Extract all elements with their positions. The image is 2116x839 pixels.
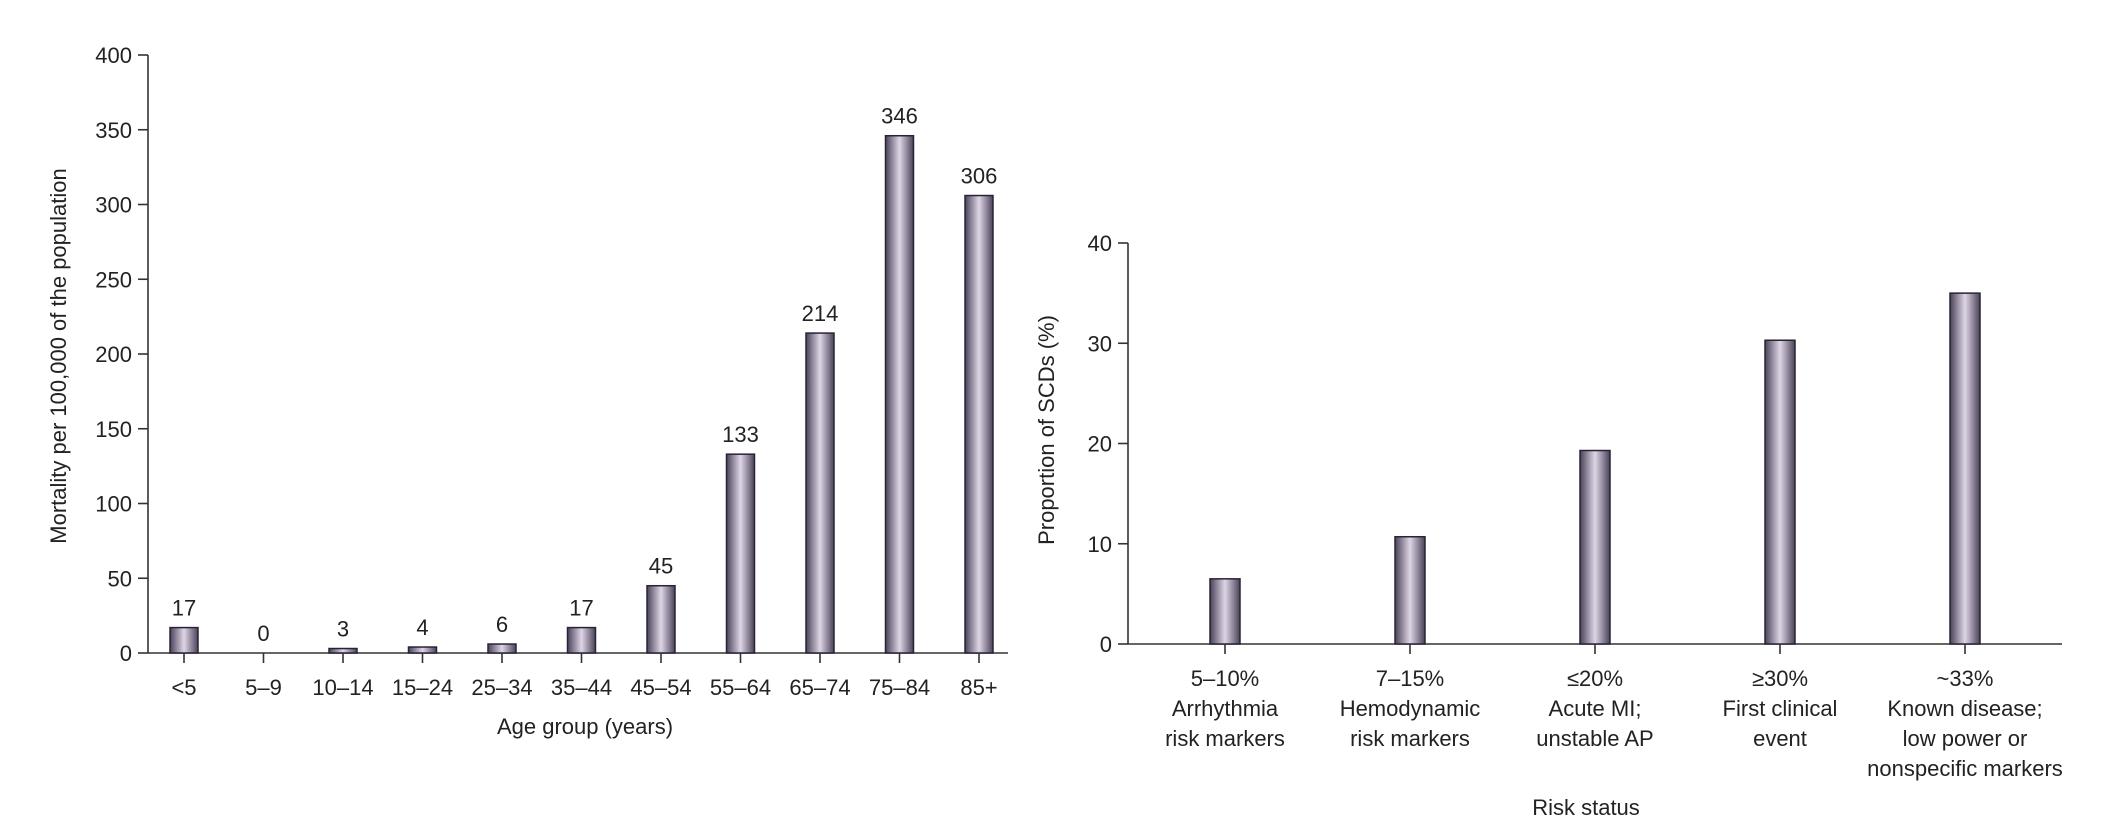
bar: [884, 134, 915, 654]
bar: [1209, 578, 1241, 645]
x-tick-label: 5–9: [245, 675, 282, 700]
bar: [1949, 292, 1981, 645]
bar-data-label: 4: [416, 615, 428, 640]
bar-data-label: 306: [961, 164, 998, 189]
chart1-axes: [147, 55, 1008, 654]
x-tick-label: 25–34: [471, 675, 532, 700]
bar: [1764, 339, 1796, 645]
bar: [328, 647, 358, 654]
x-tick-label: 45–54: [630, 675, 691, 700]
bar: [407, 646, 438, 654]
y-tick-label: 200: [95, 342, 132, 367]
bar: [646, 584, 676, 654]
x-tick-label: 7–15% Hemodynamic risk markers: [1340, 666, 1481, 751]
x-tick-label: <5: [171, 675, 196, 700]
y-tick-label: 150: [95, 417, 132, 442]
bar: [1579, 449, 1611, 645]
bar-data-label: 17: [172, 596, 196, 621]
bar-data-label: 3: [337, 617, 349, 642]
chart1-y-ticks: 0 50 100 150 200 250 300 350 400: [95, 43, 148, 666]
y-tick-label: 20: [1088, 432, 1112, 457]
y-tick-label: 250: [95, 267, 132, 292]
bar-data-label: 133: [722, 422, 759, 447]
x-tick-label: ≥30% First clinical event: [1723, 666, 1838, 751]
y-tick-label: 100: [95, 492, 132, 517]
bar: [1394, 535, 1426, 645]
x-tick-label: 10–14: [312, 675, 373, 700]
bar: [725, 453, 756, 654]
y-tick-label: 10: [1088, 532, 1112, 557]
y-tick-label: 0: [120, 641, 132, 666]
bar-data-label: 17: [569, 596, 593, 621]
x-tick-label: 75–84: [869, 675, 930, 700]
bar: [169, 626, 199, 654]
chart2-x-ticks: 5–10% Arrhythmia risk markers 7–15% Hemodyna…: [1165, 644, 2063, 781]
bar-data-label: 0: [257, 621, 269, 646]
chart2-y-ticks: 0 10 20 30 40: [1088, 231, 1128, 657]
chart1-x-axis-label: Age group (years): [497, 714, 673, 739]
chart2-y-axis-label: Proportion of SCDs (%): [1034, 315, 1059, 545]
y-tick-label: 300: [95, 193, 132, 218]
chart1-bars: [169, 134, 994, 654]
bar: [487, 643, 517, 654]
y-tick-label: 30: [1088, 331, 1112, 356]
chart2-bars: [1209, 292, 1981, 645]
y-tick-label: 40: [1088, 231, 1112, 256]
bar-data-label: 45: [649, 554, 673, 579]
bar-data-label: 214: [802, 301, 839, 326]
y-tick-label: 400: [95, 43, 132, 68]
y-tick-label: 50: [108, 566, 132, 591]
bar-data-label: 6: [496, 612, 508, 637]
x-tick-label: 85+: [960, 675, 997, 700]
x-tick-label: 15–24: [392, 675, 453, 700]
chart1-x-ticks: <5 5–9 10–14 15–24 25–34 35–44 45–54 55–64 65–74…: [171, 653, 998, 700]
x-tick-label: ≤20% Acute MI; unstable AP: [1536, 666, 1653, 751]
y-tick-label: 350: [95, 118, 132, 143]
bar-data-label: 346: [881, 104, 918, 129]
x-tick-label: 5–10% Arrhythmia risk markers: [1165, 666, 1285, 751]
x-tick-label: 55–64: [710, 675, 771, 700]
bar: [566, 626, 597, 654]
x-tick-label: ~33% Known disease; low power or nonspecifi…: [1867, 666, 2063, 781]
bar: [964, 194, 994, 654]
y-tick-label: 0: [1100, 632, 1112, 657]
risk-status-chart: 0 10 20 30 40 5–10% Arrhythmia risk markers 7–1…: [1034, 231, 2063, 820]
chart1-y-axis-label: Mortality per 100,000 of the population: [46, 168, 71, 543]
x-tick-label: 65–74: [789, 675, 850, 700]
x-tick-label: 35–44: [551, 675, 612, 700]
bar: [805, 332, 835, 654]
chart2-x-axis-label: Risk status: [1532, 795, 1640, 820]
